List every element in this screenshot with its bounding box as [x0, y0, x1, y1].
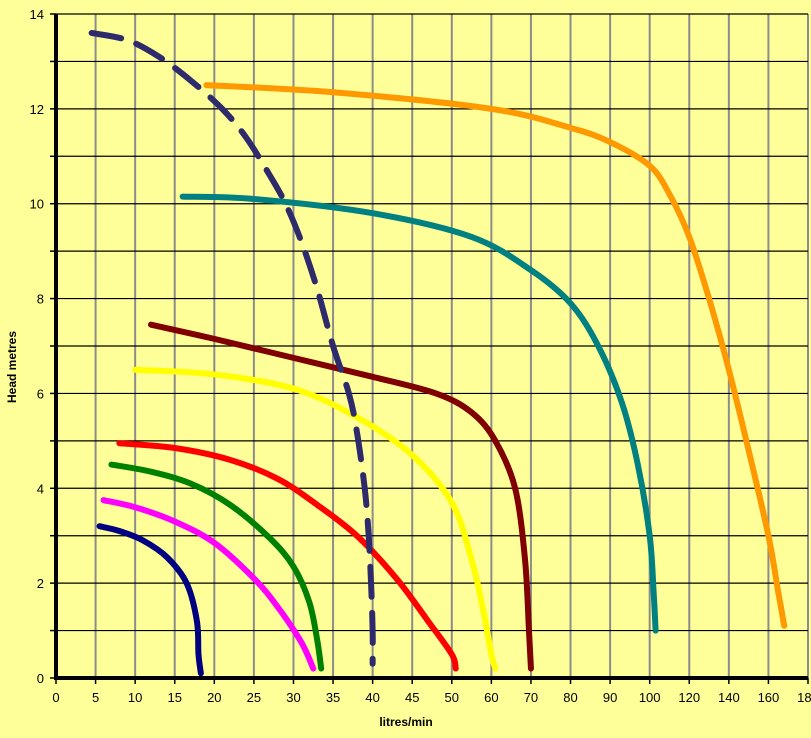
series-line-3 — [108, 461, 325, 672]
series-line-1 — [96, 523, 204, 677]
x-tick-label: 35 — [326, 690, 340, 705]
y-tick-label: 6 — [37, 386, 44, 401]
x-tick-label: 90 — [603, 690, 617, 705]
x-tick-label: 60 — [484, 690, 498, 705]
series-line-6 — [147, 321, 534, 672]
grid — [56, 13, 809, 678]
x-tick-label: 0 — [52, 690, 59, 705]
x-tick-label: 80 — [563, 690, 577, 705]
y-tick-label: 12 — [30, 102, 44, 117]
series-line-8 — [203, 82, 788, 629]
series-line-4 — [116, 440, 459, 672]
axes — [50, 13, 809, 684]
y-tick-label: 0 — [37, 671, 44, 686]
x-tick-label: 45 — [405, 690, 419, 705]
y-tick-label: 4 — [37, 481, 44, 496]
x-tick-label: 40 — [365, 690, 379, 705]
y-tick-label: 14 — [30, 7, 44, 22]
x-tick-label: 180 — [797, 690, 811, 705]
x-tick-label: 100 — [639, 690, 661, 705]
x-axis-title: litres/min — [379, 715, 432, 729]
y-axis-title: Head metres — [5, 331, 19, 403]
x-tick-label: 50 — [445, 690, 459, 705]
y-tick-label: 10 — [30, 197, 44, 212]
series-line-5 — [132, 366, 499, 672]
series-line-7 — [179, 193, 659, 634]
x-tick-label: 70 — [524, 690, 538, 705]
x-tick-label: 120 — [678, 690, 700, 705]
y-tick-label: 2 — [37, 576, 44, 591]
x-tick-label: 30 — [286, 690, 300, 705]
x-tick-label: 15 — [168, 690, 182, 705]
x-tick-label: 25 — [247, 690, 261, 705]
x-tick-label: 140 — [718, 690, 740, 705]
y-tick-label: 8 — [37, 292, 44, 307]
series-line-2 — [100, 497, 317, 672]
x-tick-label: 5 — [92, 690, 99, 705]
x-tick-label: 160 — [758, 690, 780, 705]
x-tick-label: 10 — [128, 690, 142, 705]
series-line-9 — [88, 29, 376, 667]
series-group — [88, 29, 788, 677]
x-tick-label: 20 — [207, 690, 221, 705]
